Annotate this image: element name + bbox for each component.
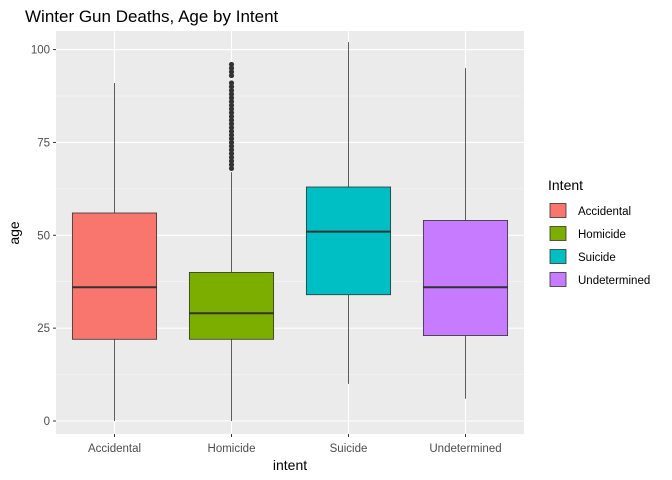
outlier-point [228, 132, 235, 138]
legend-label: Suicide [578, 252, 616, 264]
boxplot-suicide [305, 42, 392, 384]
outlier-point [228, 110, 235, 116]
y-tick-label: 0 [44, 416, 50, 428]
chart-title: Winter Gun Deaths, Age by Intent [25, 7, 279, 26]
boxplot-undetermined [422, 68, 509, 399]
box [188, 272, 275, 340]
outlier-point [228, 65, 235, 71]
legend-label: Accidental [578, 206, 631, 218]
legend-label: Undetermined [578, 275, 650, 287]
outlier-point [228, 61, 235, 68]
x-axis-title: intent [273, 457, 307, 473]
x-tick-label: Accidental [88, 443, 141, 455]
outlier-point [228, 136, 235, 142]
x-tick-label: Undetermined [429, 443, 501, 455]
boxplot-accidental [71, 83, 158, 421]
outlier-point [228, 95, 235, 101]
outlier-point [228, 69, 235, 75]
legend-label: Homicide [578, 229, 626, 241]
y-axis: 0 25 50 75 100 [31, 45, 56, 428]
outlier-point [228, 121, 235, 127]
outlier-point [228, 84, 235, 90]
legend-key [549, 226, 567, 241]
outlier-point [228, 80, 235, 86]
outlier-point [228, 165, 235, 172]
box [305, 186, 392, 296]
outlier-point [228, 102, 235, 108]
box [422, 220, 509, 336]
legend-title: Intent [548, 177, 583, 193]
y-tick-label: 75 [37, 137, 50, 149]
outlier-point [228, 139, 235, 146]
y-tick-label: 100 [31, 45, 50, 57]
boxplot-homicide [188, 61, 275, 421]
outlier-point [228, 91, 235, 97]
outlier-point [228, 87, 235, 94]
outlier-point [228, 106, 235, 112]
y-tick-label: 50 [37, 230, 50, 242]
outlier-point [228, 113, 235, 120]
boxplots [71, 42, 509, 421]
x-tick-label: Suicide [330, 443, 368, 455]
outlier-point [228, 147, 235, 153]
outlier-point [228, 98, 235, 105]
outlier-point [228, 158, 235, 164]
legend-key [549, 203, 567, 218]
outlier-point [228, 72, 235, 79]
x-axis: Accidental Homicide Suicide Undetermined [88, 434, 502, 455]
outlier-point [228, 150, 235, 157]
outlier-point [228, 143, 235, 149]
outlier-point [228, 128, 235, 134]
box [71, 212, 158, 340]
outlier-point [228, 117, 235, 123]
legend-key [549, 272, 567, 287]
x-tick-label: Homicide [208, 443, 256, 455]
outlier-point [228, 154, 235, 160]
legend: Intent Accidental Homicide Suicide Undeterm… [548, 177, 650, 287]
y-tick-label: 25 [37, 323, 50, 335]
outlier-point [228, 162, 235, 168]
outlier-point [228, 124, 235, 131]
legend-key [549, 249, 567, 264]
y-axis-title: age [6, 221, 22, 245]
